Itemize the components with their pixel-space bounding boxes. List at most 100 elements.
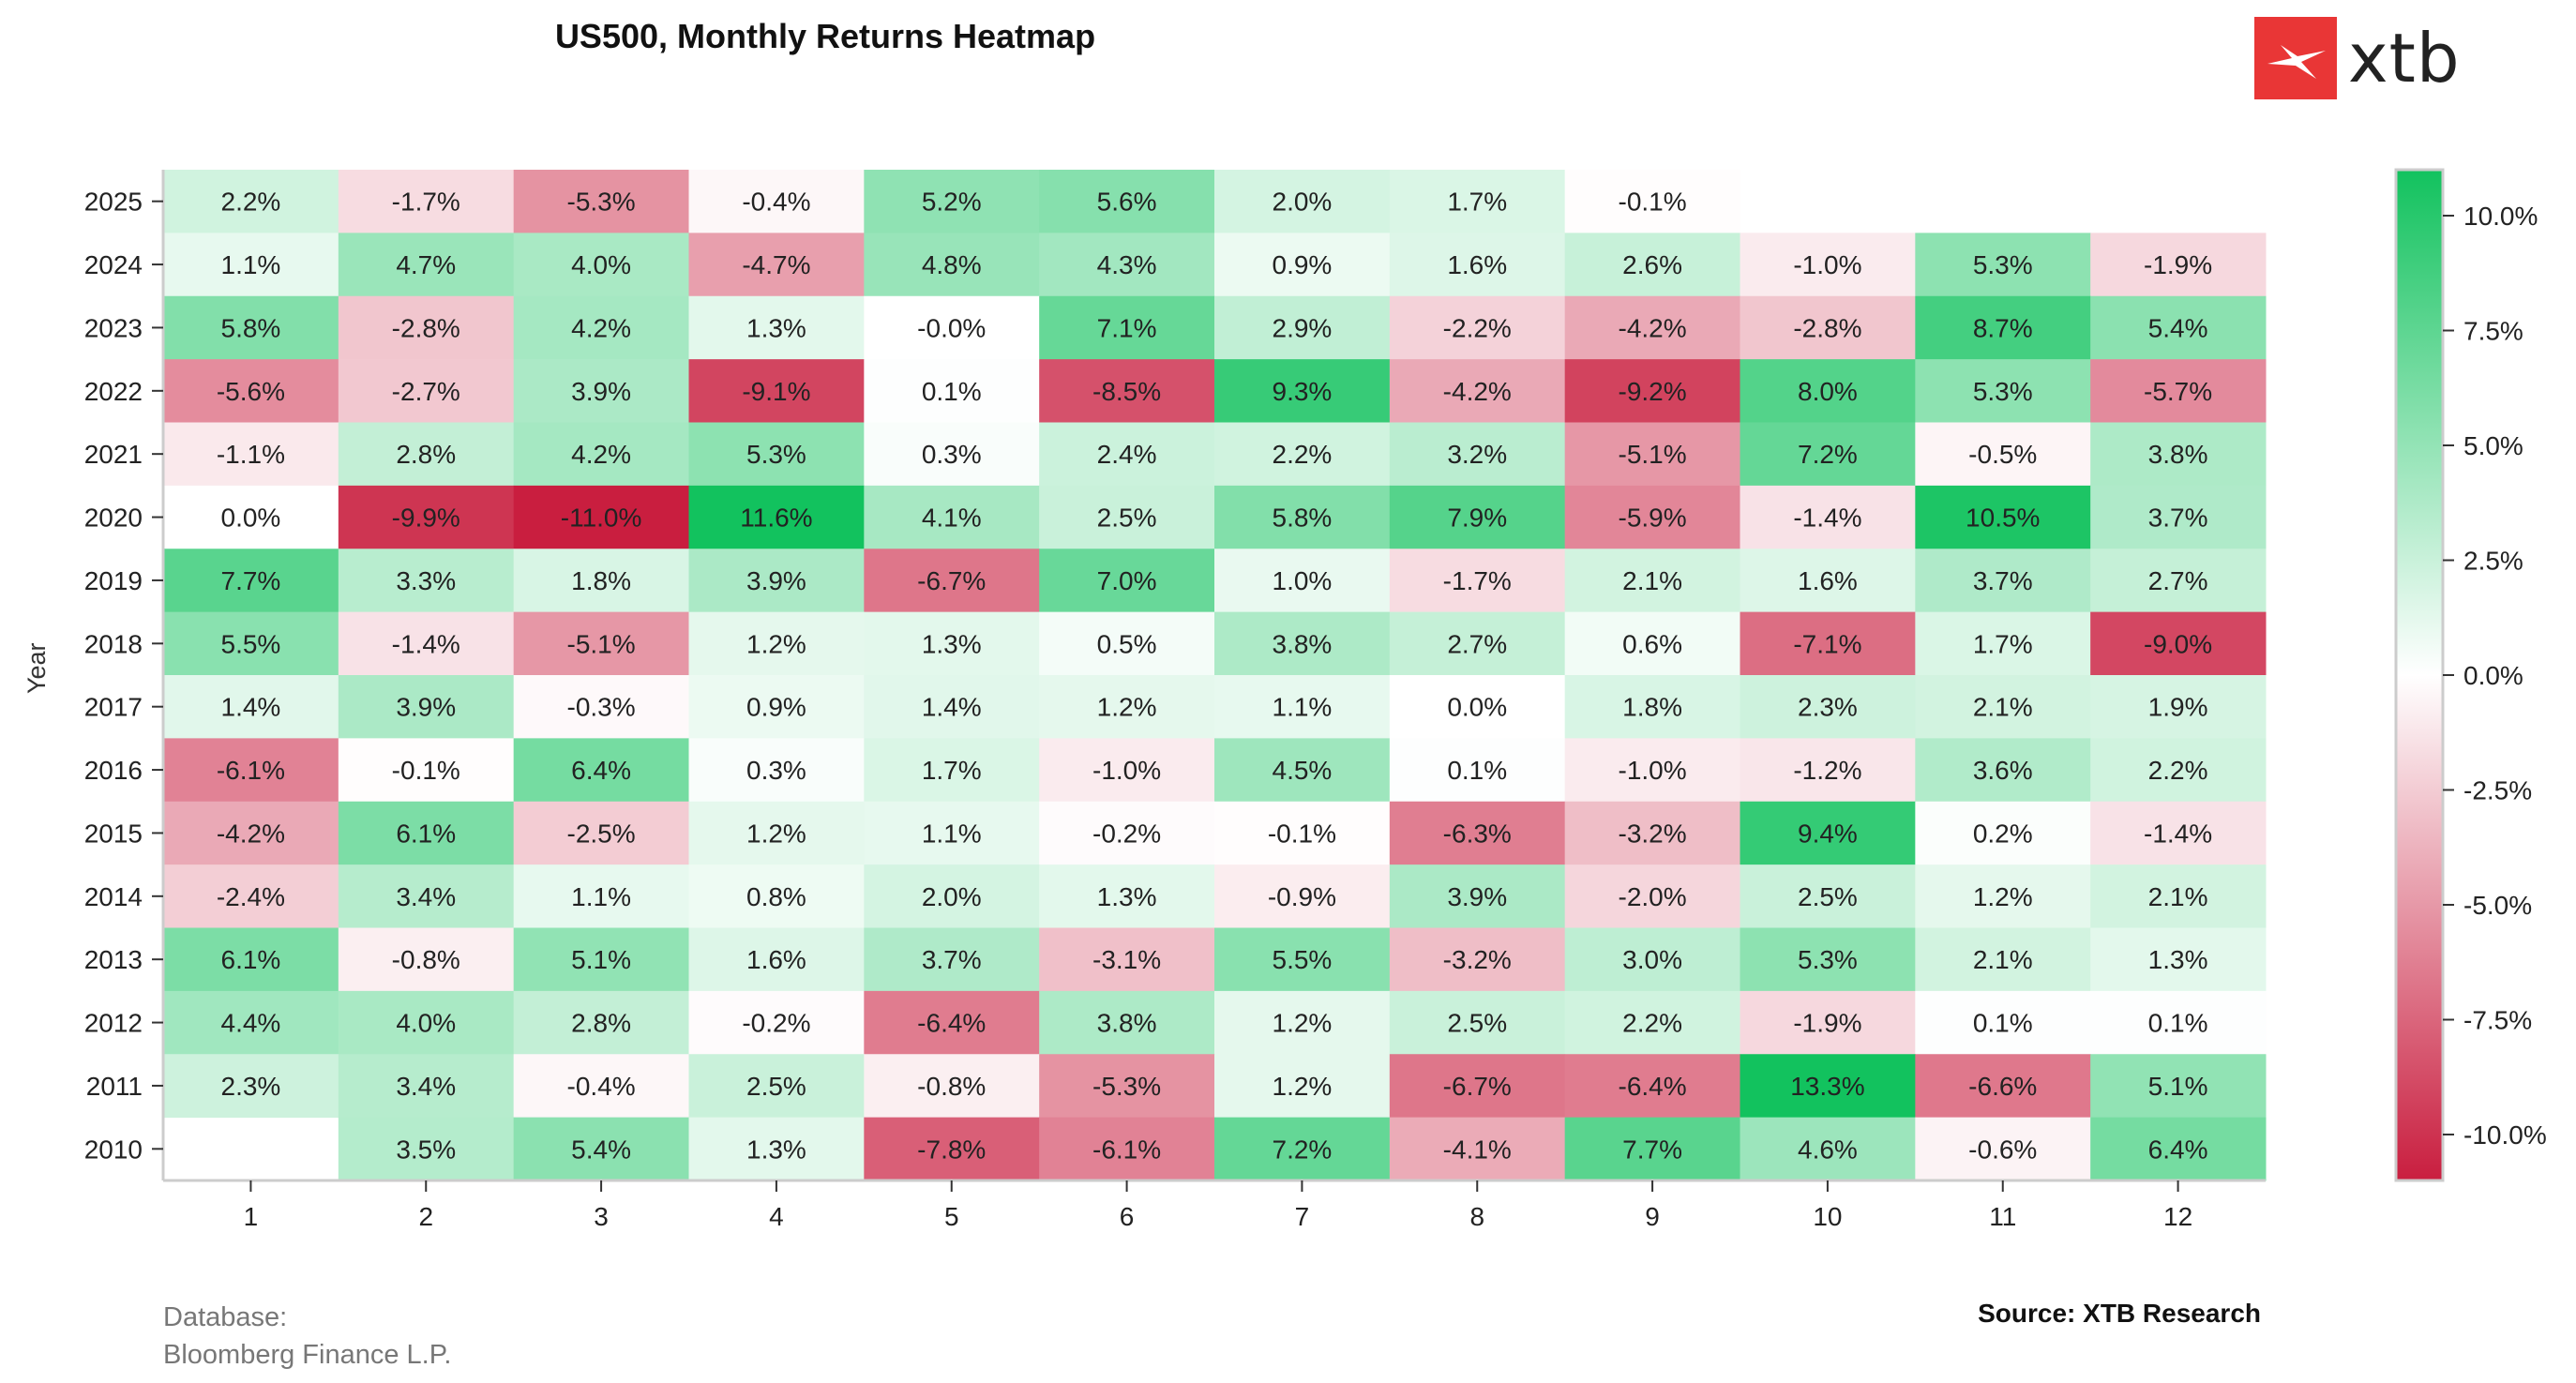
cell-value-label: 1.2%: [1097, 693, 1157, 722]
cell-value-label: 6.1%: [221, 945, 281, 974]
cell-value-label: 0.2%: [1973, 819, 2033, 848]
cell-value-label: 1.7%: [1447, 188, 1507, 217]
cell-value-label: -5.7%: [2144, 377, 2212, 406]
heatmap-cell: [1915, 738, 2091, 803]
heatmap-cell: [163, 233, 339, 297]
heatmap-cell: [1915, 295, 2091, 360]
heatmap-cell: [163, 422, 339, 487]
heatmap-cell: [688, 422, 865, 487]
heatmap-cell: [163, 485, 339, 549]
cell-value-label: 11.6%: [740, 504, 812, 533]
cell-value-label: 3.4%: [396, 1072, 456, 1101]
cell-value-label: 3.8%: [1273, 629, 1333, 658]
heatmap-cell: [1564, 801, 1740, 865]
heatmap-cell: [1389, 422, 1566, 487]
heatmap-cell: [2090, 422, 2267, 487]
heatmap-cell: [338, 549, 515, 613]
heatmap-cell: [864, 359, 1040, 423]
cell-value-label: -5.1%: [567, 629, 636, 658]
cell-value-label: 2.2%: [221, 188, 281, 217]
cell-value-label: 9.4%: [1798, 819, 1858, 848]
cell-value-label: 1.1%: [221, 250, 281, 279]
cell-value-label: -6.1%: [1092, 1135, 1161, 1164]
heatmap-cell: [2090, 611, 2267, 676]
heatmap-cell: [1039, 990, 1215, 1055]
y-tick-label: 2021: [84, 440, 143, 469]
cell-value-label: 2.2%: [1622, 1009, 1682, 1038]
heatmap-cell: [1389, 1117, 1566, 1181]
heatmap-cell: [1564, 422, 1740, 487]
cell-value-label: 2.3%: [1798, 693, 1858, 722]
heatmap-cell: [1915, 233, 2091, 297]
cell-value-label: 7.1%: [1097, 313, 1157, 342]
heatmap-cell: [1915, 485, 2091, 549]
cell-value-label: -0.3%: [567, 693, 636, 722]
cell-value-label: 1.3%: [2148, 945, 2208, 974]
cell-value-label: -6.7%: [1443, 1072, 1512, 1101]
heatmap-cell: [1389, 927, 1566, 992]
heatmap-cell: [338, 233, 515, 297]
heatmap-cell: [338, 675, 515, 739]
database-label: Database:: [163, 1302, 288, 1332]
cell-value-label: 1.1%: [1273, 693, 1333, 722]
heatmap-cell: [513, 1054, 689, 1119]
cell-value-label: -5.6%: [217, 377, 285, 406]
heatmap-cell: [864, 295, 1040, 360]
heatmap-cell: [688, 359, 865, 423]
heatmap-cell: [1214, 801, 1391, 865]
heatmap-cell: [1564, 295, 1740, 360]
heatmap-cell: [1740, 549, 1916, 613]
cell-value-label: 1.1%: [571, 882, 631, 911]
heatmap-cell: [1389, 864, 1566, 928]
cell-value-label: -1.2%: [1793, 756, 1861, 785]
heatmap-cell: [1039, 1117, 1215, 1181]
cell-value-label: 13.3%: [1790, 1072, 1864, 1101]
heatmap-cell: [163, 801, 339, 865]
heatmap-cell: [338, 359, 515, 423]
heatmap-cell: [2090, 990, 2267, 1055]
heatmap-cell: [1214, 422, 1391, 487]
heatmap-cell: [2090, 295, 2267, 360]
y-tick-label: 2013: [84, 945, 143, 974]
heatmap-cell: [864, 549, 1040, 613]
y-tick-label: 2023: [84, 313, 143, 342]
database-note: Database: Bloomberg Finance L.P.: [163, 1299, 451, 1374]
cell-value-label: 2.8%: [571, 1009, 631, 1038]
cell-value-label: 5.3%: [746, 440, 806, 469]
heatmap-cell: [1214, 738, 1391, 803]
cell-value-label: 2.5%: [746, 1072, 806, 1101]
cell-value-label: 1.8%: [571, 566, 631, 595]
heatmap-cell: [163, 927, 339, 992]
heatmap-cell: [513, 233, 689, 297]
cell-value-label: 1.3%: [746, 1135, 806, 1164]
cell-value-label: 7.0%: [1097, 566, 1157, 595]
cell-value-label: 3.9%: [746, 566, 806, 595]
cell-value-label: 1.7%: [1973, 629, 2033, 658]
cell-value-label: 7.9%: [1447, 504, 1507, 533]
heatmap-cell: [864, 485, 1040, 549]
cell-value-label: 5.8%: [1273, 504, 1333, 533]
heatmap-cell: [1214, 233, 1391, 297]
heatmap-cell: [1039, 675, 1215, 739]
cell-value-label: 6.1%: [396, 819, 456, 848]
heatmap-cell: [2090, 864, 2267, 928]
cell-value-label: 3.8%: [1097, 1009, 1157, 1038]
cell-value-label: -2.5%: [567, 819, 636, 848]
cell-value-label: 1.2%: [746, 819, 806, 848]
heatmap-cell: [1915, 927, 2091, 992]
heatmap-cell: [1214, 675, 1391, 739]
cell-value-label: 2.5%: [1447, 1009, 1507, 1038]
cell-value-label: -1.4%: [2144, 819, 2212, 848]
heatmap-cell: [1740, 611, 1916, 676]
cell-value-label: -0.4%: [567, 1072, 636, 1101]
heatmap-cell: [338, 927, 515, 992]
x-tick-label: 8: [1469, 1202, 1484, 1231]
heatmap-cell: [163, 549, 339, 613]
heatmap-cell: [688, 1054, 865, 1119]
heatmap-cell: [1039, 359, 1215, 423]
heatmap-cell: [1564, 1117, 1740, 1181]
cell-value-label: -6.1%: [217, 756, 285, 785]
heatmap-cell: [1039, 170, 1215, 233]
heatmap-cell: [513, 927, 689, 992]
cell-value-label: -4.7%: [742, 250, 810, 279]
